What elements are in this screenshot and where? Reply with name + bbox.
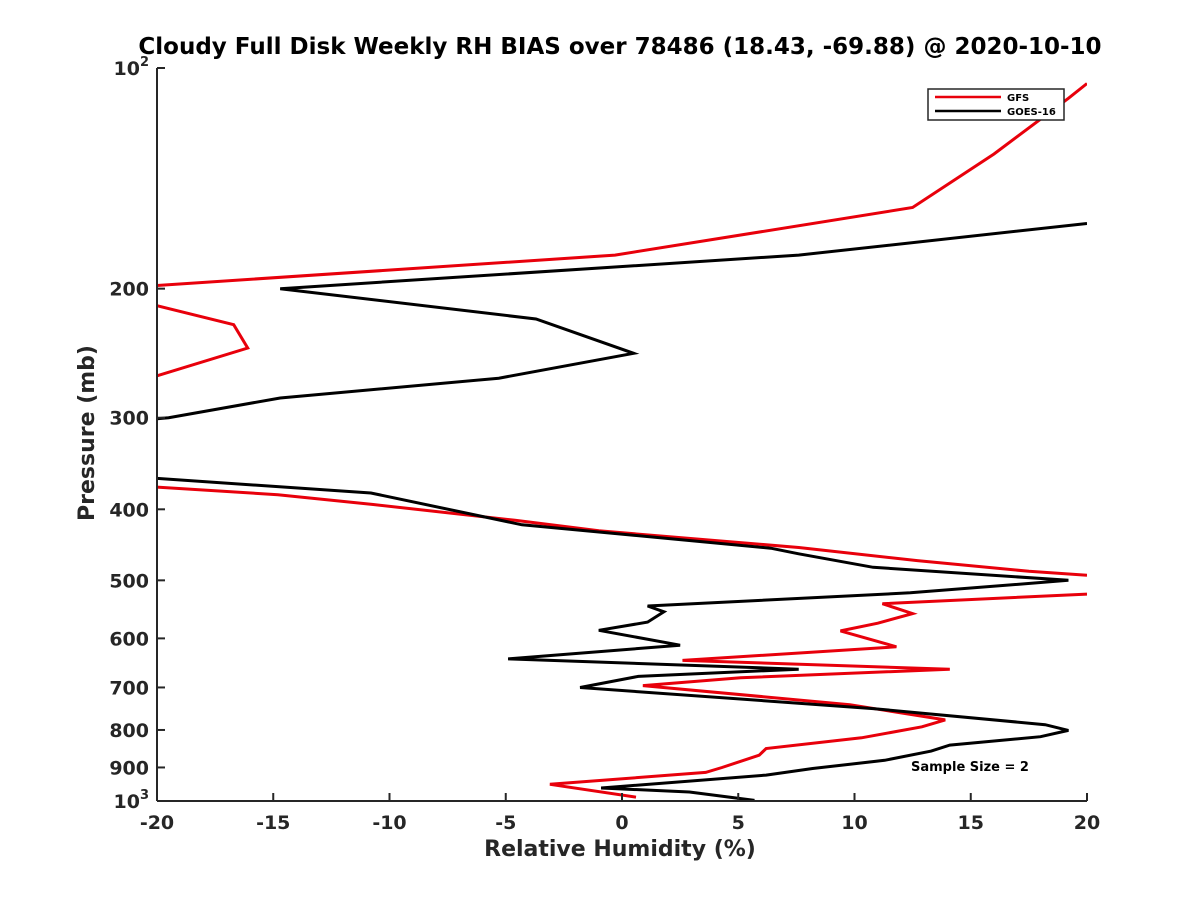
- x-tick-label: 10: [841, 812, 867, 834]
- y-tick-label: 500: [109, 570, 149, 592]
- y-tick-label: 103: [114, 788, 150, 813]
- y-tick-label: 300: [109, 408, 149, 430]
- x-axis-label: Relative Humidity (%): [484, 837, 756, 862]
- x-tick-label: -20: [140, 812, 174, 834]
- y-axis-label: Pressure (mb): [75, 345, 100, 521]
- chart-title: Cloudy Full Disk Weekly RH BIAS over 784…: [138, 34, 1101, 60]
- legend-box: [927, 88, 1065, 121]
- series-layer: [157, 82, 1087, 801]
- y-tick-label: 900: [109, 757, 149, 779]
- y-tick-label: 400: [109, 499, 149, 521]
- y-tick-label: 102: [114, 55, 150, 80]
- legend-label: GFS: [1007, 93, 1029, 104]
- x-tick-label: -15: [256, 812, 290, 834]
- y-tick-label: 200: [109, 279, 149, 301]
- y-axis-ticks: 102 200 300 400 500 600 700 800 900 103: [109, 55, 165, 813]
- series-line-gfs: [157, 82, 1087, 799]
- x-tick-label: 15: [958, 812, 984, 834]
- legend-label: GOES-16: [1007, 107, 1056, 118]
- y-tick-label: 600: [109, 628, 149, 650]
- y-tick-label: 800: [109, 720, 149, 742]
- x-tick-label: 20: [1074, 812, 1100, 834]
- x-tick-label: -10: [372, 812, 406, 834]
- x-tick-label: -5: [495, 812, 516, 834]
- y-tick-label: 700: [109, 677, 149, 699]
- x-tick-label: 0: [615, 812, 628, 834]
- x-tick-label: 5: [732, 812, 745, 834]
- legend: GFS GOES-16: [927, 88, 1065, 121]
- sample-size-annotation: Sample Size = 2: [911, 760, 1029, 775]
- x-axis-ticks: -20 -15 -10 -5 0 5 10 15 20: [140, 793, 1100, 834]
- series-line-goes-16: [157, 222, 1087, 801]
